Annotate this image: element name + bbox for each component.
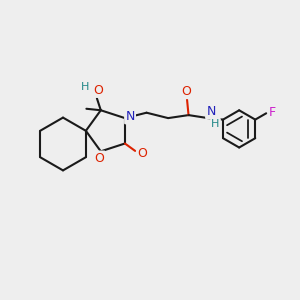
Text: O: O [94, 152, 104, 165]
Text: O: O [182, 85, 191, 98]
Text: O: O [93, 84, 103, 97]
Text: F: F [269, 106, 276, 118]
Text: H: H [212, 119, 220, 129]
Text: O: O [138, 147, 148, 160]
Text: H: H [81, 82, 90, 92]
Text: N: N [206, 105, 216, 118]
Text: N: N [125, 110, 135, 123]
